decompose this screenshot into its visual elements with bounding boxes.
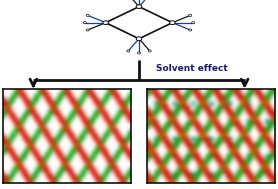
Circle shape [136, 5, 142, 9]
Circle shape [189, 14, 192, 16]
Circle shape [136, 37, 142, 41]
Circle shape [189, 29, 192, 31]
Circle shape [127, 50, 130, 52]
Text: Solvent effect: Solvent effect [156, 64, 227, 74]
Circle shape [170, 21, 175, 25]
Circle shape [83, 22, 86, 24]
Circle shape [86, 14, 89, 16]
Circle shape [148, 50, 151, 52]
Circle shape [103, 21, 108, 25]
Circle shape [192, 22, 195, 24]
Circle shape [138, 52, 141, 54]
Circle shape [86, 29, 89, 31]
